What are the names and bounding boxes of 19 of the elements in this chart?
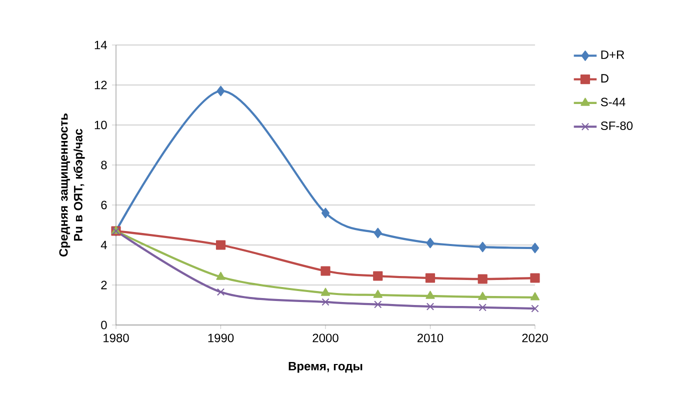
x-tick-label: 1990 (208, 334, 234, 342)
x-tick-label: 2000 (312, 334, 338, 342)
y-tick-label: 4 (100, 240, 107, 250)
x-tick-label: 2010 (418, 334, 444, 342)
y-tick-label: 10 (94, 120, 107, 130)
legend-label: D (601, 74, 608, 82)
legend-label: S-44 (600, 98, 626, 106)
legend-label: SF-80 (600, 121, 633, 130)
y-tick-label: 14 (94, 40, 107, 50)
legend-label: D+R (601, 50, 624, 59)
x-axis-title: Время, годы (288, 362, 362, 373)
y-tick-label: 2 (101, 280, 107, 290)
y-axis-title: Средняя защищенность Pu в ОЯТ, кбэр/час (59, 114, 85, 256)
x-tick-label: 2020 (522, 334, 548, 342)
y-tick-label: 12 (94, 80, 107, 90)
y-tick-label: 6 (101, 200, 107, 210)
x-tick-label: 1980 (104, 334, 129, 342)
y-tick-label: 0 (101, 320, 107, 330)
y-tick-label: 8 (101, 160, 107, 170)
